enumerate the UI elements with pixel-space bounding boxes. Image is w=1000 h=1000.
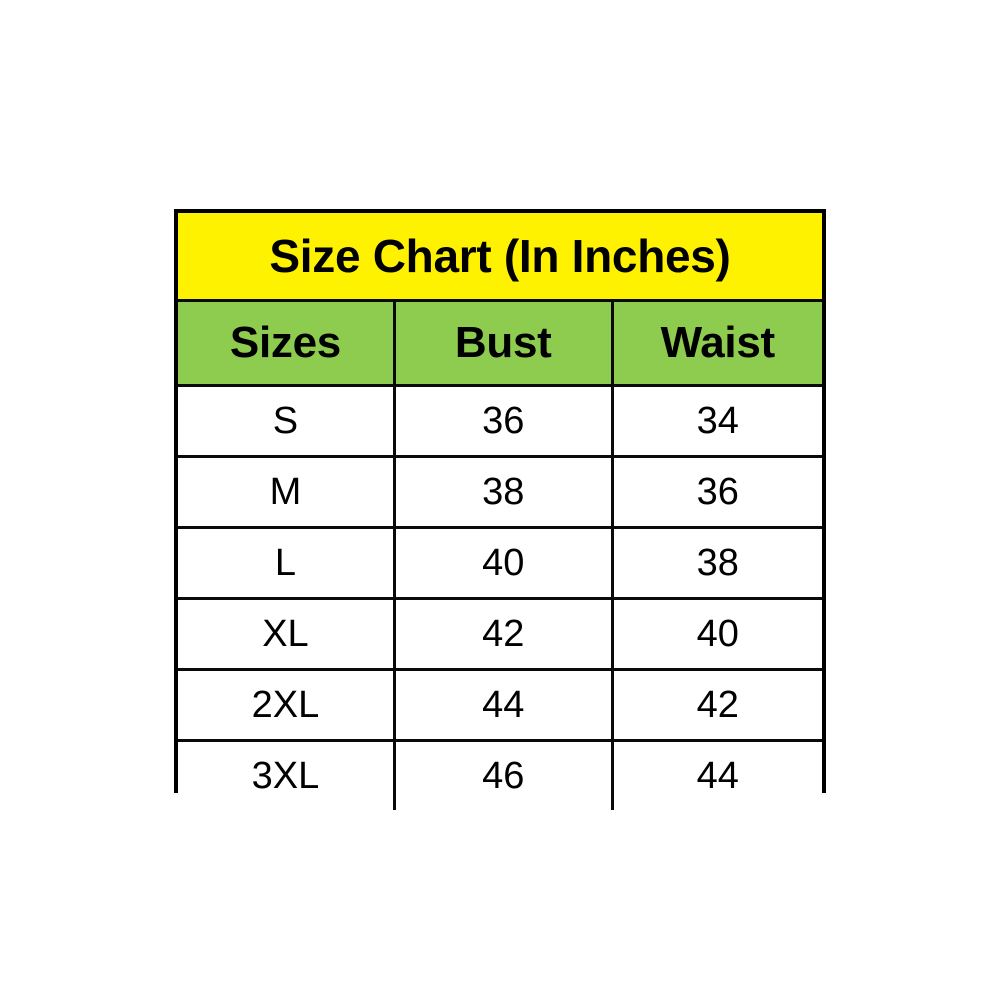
column-header-bust: Bust — [392, 299, 614, 387]
cell-bust: 38 — [392, 455, 614, 529]
column-header-waist: Waist — [610, 299, 822, 387]
cell-size: XL — [178, 597, 396, 671]
cell-waist: 42 — [610, 668, 822, 742]
cell-size: M — [178, 455, 396, 529]
table-row: 3XL 46 44 — [178, 739, 822, 810]
cell-size: S — [178, 384, 396, 458]
table-title-row: Size Chart (In Inches) — [178, 213, 822, 302]
table-row: 2XL 44 42 — [178, 668, 822, 742]
cell-size: L — [178, 526, 396, 600]
table-header-row: Sizes Bust Waist — [178, 299, 822, 387]
cell-waist: 34 — [610, 384, 822, 458]
table-row: L 40 38 — [178, 526, 822, 600]
table-row: XL 42 40 — [178, 597, 822, 671]
table-row: S 36 34 — [178, 384, 822, 458]
cell-size: 2XL — [178, 668, 396, 742]
cell-bust: 46 — [392, 739, 614, 810]
cell-waist: 40 — [610, 597, 822, 671]
table-row: M 38 36 — [178, 455, 822, 529]
cell-bust: 44 — [392, 668, 614, 742]
chart-title: Size Chart (In Inches) — [178, 213, 822, 302]
cell-waist: 38 — [610, 526, 822, 600]
cell-bust: 40 — [392, 526, 614, 600]
column-header-sizes: Sizes — [178, 299, 396, 387]
cell-waist: 44 — [610, 739, 822, 810]
cell-bust: 36 — [392, 384, 614, 458]
size-chart-grid: Size Chart (In Inches) Sizes Bust Waist … — [178, 213, 822, 810]
size-chart-table: Size Chart (In Inches) Sizes Bust Waist … — [174, 209, 826, 810]
cell-size: 3XL — [178, 739, 396, 810]
cell-waist: 36 — [610, 455, 822, 529]
cell-bust: 42 — [392, 597, 614, 671]
